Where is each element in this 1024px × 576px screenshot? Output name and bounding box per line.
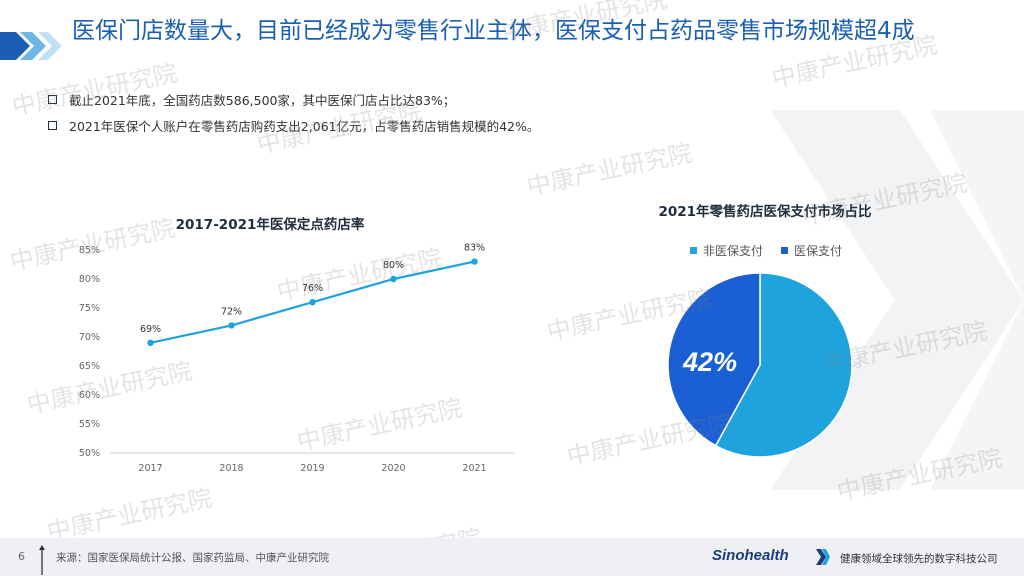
data-point [228, 322, 235, 329]
line-chart-title: 2017-2021年医保定点药店率 [175, 217, 365, 233]
data-label: 76% [302, 283, 323, 294]
footer: 6 来源：国家医保局统计公报、国家药监局、中康产业研究院 Sinohealth … [0, 538, 1024, 576]
watermark: 中康产业研究院 [524, 138, 695, 202]
bullet-item: 截止2021年底，全国药店数586,500家，其中医保门店占比达83%； [48, 86, 948, 112]
data-label: 80% [383, 260, 404, 271]
watermark: 中康产业研究院 [44, 483, 215, 547]
x-tick-label: 2019 [300, 463, 324, 474]
line-chart: 50% 55% 60% 65% 70% 75% 80% 85% 2017 2018 2019 2020… [79, 243, 515, 474]
slide-title: 医保门店数量大，目前已经成为零售行业主体，医保支付占药品零售市场规模超4成 [72, 18, 915, 44]
data-point [309, 299, 316, 306]
source-note: 来源：国家医保局统计公报、国家药监局、中康产业研究院 [56, 552, 329, 564]
y-tick-label: 75% [79, 303, 100, 314]
data-point [471, 258, 478, 265]
brand-mark-icon [816, 549, 830, 565]
legend-swatch [690, 247, 697, 254]
pie-data-label: 42% [682, 347, 737, 377]
data-label: 69% [140, 324, 161, 335]
pie-chart-title: 2021年零售药店医保支付市场占比 [658, 204, 872, 220]
legend-item-non-insurance: 非医保支付 [690, 242, 763, 259]
x-tick-label: 2021 [462, 463, 486, 474]
legend-swatch [781, 247, 789, 254]
watermark: 中康产业研究院 [799, 168, 970, 232]
data-point [147, 339, 154, 346]
y-tick-label: 85% [79, 245, 100, 256]
brand-logo: Sinohealth [712, 547, 789, 564]
pie-slice [667, 272, 761, 447]
y-tick-label: 65% [79, 361, 100, 372]
pie-slice [714, 272, 853, 458]
up-arrow-icon [39, 545, 45, 575]
bullet-item: 2021年医保个人账户在零售药店购药支出2,061亿元，占零售药店销售规模的42… [48, 112, 948, 138]
x-tick-label: 2020 [381, 463, 405, 474]
bullet-square-icon [48, 120, 57, 130]
legend-label: 医保支付 [794, 244, 843, 258]
bullet-text: 2021年医保个人账户在零售药店购药支出2,061亿元，占零售药店销售规模的42… [69, 118, 540, 134]
bullet-square-icon [48, 94, 57, 104]
y-tick-label: 60% [79, 390, 100, 401]
y-tick-label: 70% [79, 332, 100, 343]
pie-chart: 42% [667, 272, 853, 458]
pie-legend: 非医保支付 医保支付 [690, 242, 842, 259]
x-tick-label: 2017 [138, 463, 162, 474]
data-label: 83% [464, 243, 485, 254]
y-tick-label: 55% [79, 419, 100, 430]
legend-item-insurance: 医保支付 [781, 242, 842, 259]
legend-label: 非医保支付 [703, 244, 764, 258]
data-point [390, 275, 397, 283]
bullet-text: 截止2021年底，全国药店数586,500家，其中医保门店占比达83%； [69, 92, 456, 108]
bullet-list: 截止2021年底，全国药店数586,500家，其中医保门店占比达83%； 202… [48, 86, 948, 138]
y-tick-label: 80% [79, 274, 100, 285]
title-arrow-icon [0, 32, 62, 60]
x-tick-label: 2018 [219, 463, 243, 474]
page-number: 6 [18, 550, 25, 563]
y-tick-label: 50% [79, 448, 100, 459]
company-tagline: 健康领域全球领先的数字科技公司 [840, 553, 998, 565]
data-label: 72% [221, 306, 242, 317]
